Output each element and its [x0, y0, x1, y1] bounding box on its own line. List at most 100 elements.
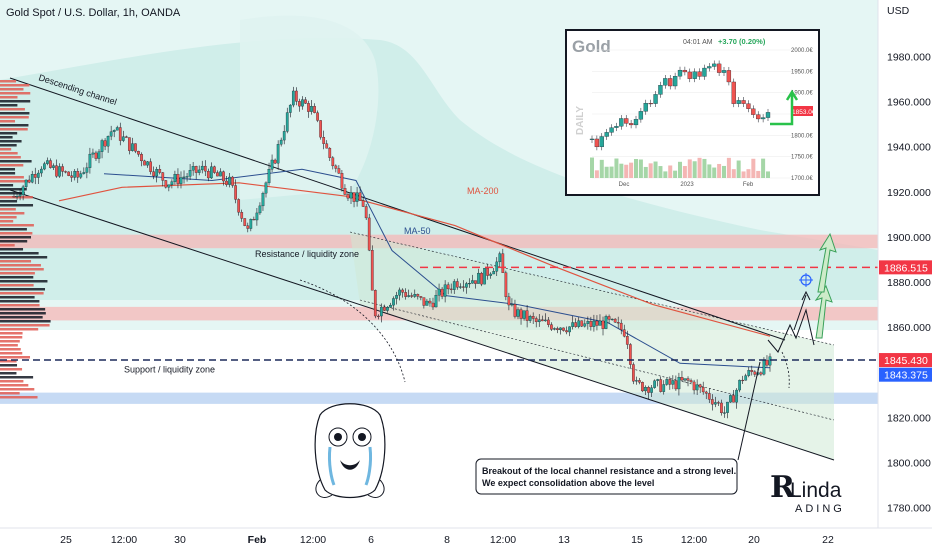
- ma200-line: [58, 182, 771, 337]
- candle: [276, 140, 280, 170]
- candle: [146, 161, 149, 168]
- inset-y-tick: 1800.0€: [791, 133, 813, 139]
- volume-profile-bar: [0, 220, 14, 223]
- candle: [340, 170, 344, 192]
- volume-profile-bar: [0, 228, 27, 231]
- candle: [112, 129, 116, 138]
- candle: [741, 375, 745, 385]
- candle: [46, 157, 49, 166]
- inset-candle: [614, 122, 619, 132]
- volume-profile-bar: [0, 192, 25, 195]
- candle: [373, 289, 377, 319]
- candle: [328, 147, 332, 161]
- candle: [674, 375, 678, 391]
- candle: [364, 204, 368, 220]
- candle: [547, 316, 550, 328]
- candle: [540, 315, 544, 322]
- green-arrow-up-1: [814, 284, 833, 339]
- inset-volume-bar: [634, 159, 638, 178]
- volume-profile-bar: [0, 108, 25, 111]
- inset-volume-bar: [658, 166, 663, 178]
- inset-volume-bar: [746, 169, 751, 178]
- volume-profile-bar: [0, 188, 27, 191]
- ma50-line: [103, 168, 771, 369]
- candle: [243, 218, 247, 227]
- inset-candle: [746, 100, 751, 113]
- x-tick-label: 15: [631, 534, 643, 546]
- teal-cloud-shading: [0, 38, 878, 301]
- candle: [498, 251, 502, 268]
- candle: [744, 373, 748, 381]
- candle: [732, 390, 735, 403]
- candle: [298, 98, 301, 112]
- candle: [358, 186, 362, 201]
- price-label-text: 1845.430: [884, 355, 928, 367]
- inset-volume-bar: [761, 158, 766, 178]
- candle: [79, 170, 83, 180]
- candle: [644, 385, 647, 395]
- volume-profile-bar: [0, 144, 17, 147]
- candle: [143, 159, 146, 166]
- volume-profile-bar: [0, 104, 18, 107]
- volume-profile-bar: [0, 292, 44, 295]
- candle: [428, 298, 432, 307]
- candle: [349, 185, 353, 205]
- inset-daily-chart: Gold 04:01 AM +3.70 (0.20%) DAILY 2000.0…: [565, 29, 820, 196]
- inset-x-tick: Feb: [743, 182, 754, 188]
- candle: [304, 97, 307, 104]
- inset-volume-bar: [614, 158, 619, 178]
- channel-lower-line: [9, 189, 835, 461]
- inset-volume-bar: [766, 171, 770, 178]
- volume-profile-bar: [0, 272, 35, 275]
- candle: [556, 326, 559, 334]
- inset-volume-bar: [599, 159, 604, 178]
- candle: [625, 330, 629, 350]
- candle: [76, 168, 80, 183]
- volume-profile-bar: [0, 212, 25, 215]
- channel-upper-line: [9, 77, 786, 341]
- candle: [185, 172, 189, 182]
- candle: [680, 370, 684, 382]
- candle: [97, 149, 101, 164]
- candle: [510, 298, 514, 307]
- inset-volume-bar: [629, 162, 634, 178]
- volume-profile-bar: [0, 216, 17, 219]
- inset-candle: [643, 99, 648, 115]
- candle: [537, 314, 541, 327]
- crying-face-image: [314, 403, 386, 499]
- candle: [574, 318, 578, 328]
- price-label-box: 1843.375: [879, 367, 932, 382]
- candle: [477, 268, 480, 284]
- ma200-label: MA-200: [467, 186, 499, 196]
- candle: [15, 193, 19, 200]
- callout-box: [475, 458, 738, 495]
- candle: [759, 371, 763, 377]
- zone-0: [0, 234, 878, 249]
- candle: [419, 295, 423, 301]
- candle: [131, 137, 134, 152]
- volume-profile: [0, 80, 51, 399]
- candle: [352, 192, 356, 208]
- candle: [580, 320, 584, 328]
- svg-text:ADING: ADING: [795, 503, 845, 515]
- candle: [501, 248, 505, 273]
- linda-trading-logo: R Linda ADING: [770, 470, 845, 515]
- inset-volume-bar: [722, 165, 726, 178]
- volume-profile-bar: [0, 372, 17, 375]
- y-tick-label: 1900.000: [887, 232, 931, 244]
- candle: [240, 209, 244, 222]
- candle: [252, 216, 256, 221]
- inset-volume-bar: [717, 163, 722, 178]
- volume-profile-bar: [0, 120, 16, 123]
- volume-profile-bar: [0, 236, 32, 239]
- candle: [458, 283, 462, 289]
- candle: [361, 196, 365, 207]
- volume-profile-bar: [0, 380, 24, 383]
- candle: [519, 307, 523, 325]
- inset-candle: [716, 60, 722, 77]
- candle: [386, 306, 389, 313]
- candle: [628, 343, 632, 369]
- volume-profile-bar: [0, 300, 40, 303]
- volume-profile-bar: [0, 132, 18, 135]
